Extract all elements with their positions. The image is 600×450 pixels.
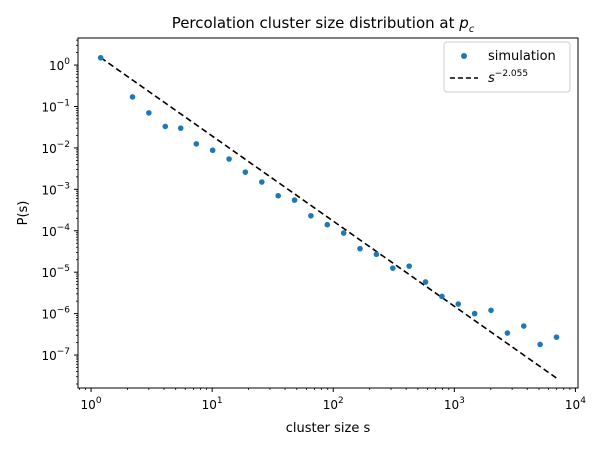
data-point (357, 245, 363, 252)
x-tick-label: 101 (202, 396, 223, 412)
legend-box (443, 41, 571, 93)
y-tick-label: 10−6 (41, 306, 70, 322)
data-point (226, 156, 232, 162)
data-point (193, 141, 200, 147)
data-point (422, 279, 429, 285)
chart-title-text: Percolation cluster size distribution at (172, 14, 460, 32)
y-axis: 100 10−1 10−2 10−3 10−4 10−5 10−6 10−7 (41, 39, 78, 385)
y-axis-label: P(s) (16, 201, 31, 226)
data-point (308, 212, 314, 219)
x-axis: 100 101 102 103 104 (78, 388, 586, 412)
y-tick-label: 100 (49, 57, 70, 73)
data-point (537, 341, 543, 348)
data-point (177, 125, 184, 131)
y-tick-label: 10−2 (41, 140, 70, 156)
x-tick-label: 100 (81, 396, 102, 412)
data-point (275, 192, 281, 199)
data-point (209, 147, 216, 154)
fit-line-layer (100, 56, 557, 379)
data-point (389, 265, 396, 271)
fit-line (100, 56, 557, 379)
data-point (340, 230, 347, 236)
data-point (373, 251, 380, 258)
x-tick-label: 103 (444, 396, 465, 412)
data-point (146, 110, 152, 116)
scatter-points (97, 54, 560, 348)
x-tick-label: 104 (565, 396, 586, 412)
data-point (97, 54, 104, 61)
data-point (553, 334, 560, 340)
y-tick-label: 10−4 (41, 223, 70, 239)
data-point (406, 263, 412, 269)
legend-label-fit-exp: −2.055 (495, 69, 528, 79)
y-tick-label: 10−1 (41, 98, 70, 114)
data-point (520, 323, 527, 329)
data-point (242, 169, 249, 175)
legend: simulation s−2.055 (443, 41, 571, 93)
legend-label-fit: s−2.055 (488, 69, 528, 86)
x-axis-label: cluster size s (286, 421, 371, 436)
data-point (471, 310, 478, 317)
data-point (324, 221, 331, 228)
data-point (291, 197, 298, 203)
data-point (162, 123, 169, 130)
data-point (129, 94, 136, 100)
legend-label-fit-base: s (488, 71, 495, 86)
x-tick-label: 102 (323, 396, 344, 412)
data-point (439, 293, 445, 300)
data-point (488, 307, 494, 314)
legend-label-simulation: simulation (488, 49, 556, 64)
y-tick-label: 10−7 (41, 347, 70, 363)
chart-title-math: p (458, 14, 469, 32)
chart-title: Percolation cluster size distribution at… (172, 14, 475, 35)
data-point (258, 179, 265, 185)
legend-marker-simulation (461, 53, 467, 59)
y-tick-label: 10−5 (41, 264, 70, 280)
plot-area (77, 37, 579, 389)
data-point (504, 330, 511, 336)
data-point (455, 301, 462, 307)
y-tick-label: 10−3 (41, 181, 70, 197)
chart-title-math-sub: c (469, 24, 475, 35)
